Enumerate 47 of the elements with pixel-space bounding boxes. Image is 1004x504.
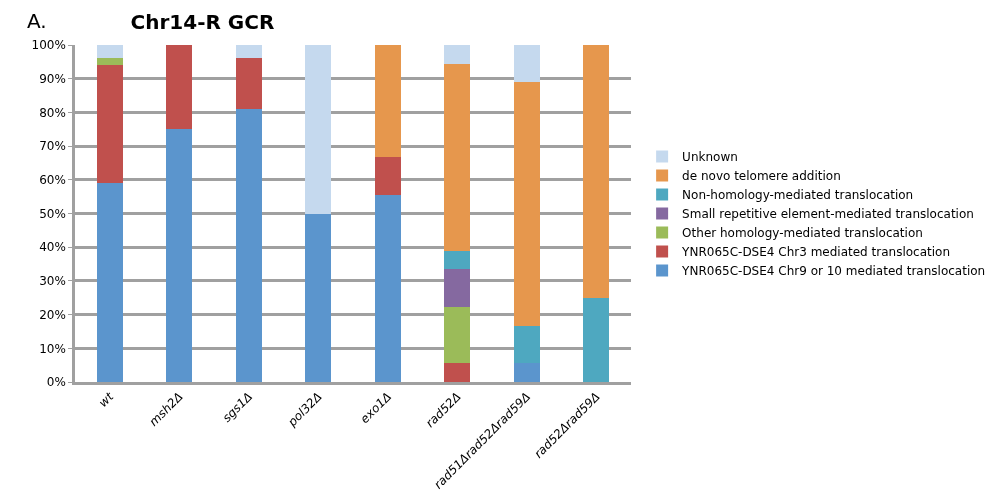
y-tick-label: 40% <box>39 240 66 255</box>
bar <box>235 58 262 110</box>
bar <box>513 363 540 382</box>
y-tick-label: 20% <box>39 307 66 322</box>
bar <box>305 213 332 382</box>
bar <box>235 109 262 382</box>
bar <box>96 65 123 184</box>
bar <box>166 45 193 130</box>
y-tick-label: 100% <box>31 38 66 53</box>
bar <box>444 45 471 64</box>
legend-label: YNR065C-DSE4 Chr9 or 10 mediated translocation <box>681 264 986 279</box>
legend-label: YNR065C-DSE4 Chr3 mediated translocation <box>681 245 950 260</box>
bar <box>374 157 401 195</box>
y-tick-label: 90% <box>39 71 66 86</box>
legend-label: Non-homology-mediated translocation <box>682 188 914 203</box>
bar <box>305 45 332 214</box>
bar <box>374 45 401 158</box>
y-tick-label: 50% <box>39 206 66 221</box>
x-tick-label: wt <box>95 388 118 410</box>
bar <box>374 194 401 382</box>
y-tick-label: 70% <box>39 139 66 154</box>
bar <box>96 45 123 59</box>
bar <box>235 45 262 59</box>
bar <box>444 250 471 270</box>
y-tick-label: 60% <box>39 173 66 187</box>
bar <box>444 363 471 382</box>
bar <box>513 82 540 326</box>
legend-label: de novo telomere addition <box>682 169 841 184</box>
bar <box>583 45 610 298</box>
bar <box>96 183 123 382</box>
legend-label: Unknown <box>682 150 738 165</box>
bar <box>444 63 471 251</box>
bar <box>166 129 193 382</box>
chart-title: Chr14-R GCR <box>130 10 275 35</box>
y-tick-label: 10% <box>39 341 66 356</box>
text: A. <box>27 9 47 33</box>
legend-label: Other homology-mediated translocation <box>682 226 923 241</box>
bar <box>513 325 540 364</box>
bar <box>96 58 123 66</box>
y-tick-label: 30% <box>39 274 66 289</box>
legend-label: Small repetitive element-mediated translocation <box>682 207 974 222</box>
y-tick-label: 80% <box>39 105 66 120</box>
bar <box>444 306 471 364</box>
bar <box>444 269 471 307</box>
bar <box>513 45 540 83</box>
bar <box>583 297 610 382</box>
y-tick-label: 0% <box>46 375 66 390</box>
